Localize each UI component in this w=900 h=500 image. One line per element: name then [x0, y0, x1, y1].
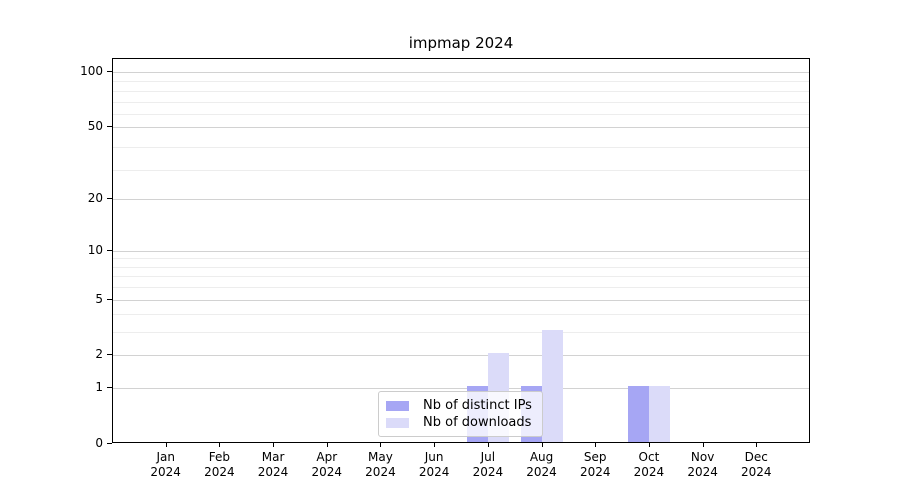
- y-tick-mark: [107, 249, 112, 251]
- x-axis-tick-label: May 2024: [365, 450, 396, 479]
- y-tick-mark: [107, 387, 112, 389]
- y-tick-mark: [107, 126, 112, 128]
- x-tick-mark: [648, 443, 650, 447]
- bar-distinct-ips-oct: [627, 386, 649, 442]
- x-tick-mark: [756, 443, 758, 447]
- major-gridline: [113, 299, 809, 301]
- minor-gridline: [113, 101, 809, 103]
- plot-area: [112, 58, 810, 443]
- minor-gridline: [113, 90, 809, 92]
- minor-gridline: [113, 314, 809, 316]
- y-tick-mark: [107, 443, 112, 444]
- x-axis-tick-label: Apr 2024: [311, 450, 343, 479]
- y-axis-tick-label: 10: [87, 242, 103, 257]
- chart-title: impmap 2024: [408, 34, 514, 52]
- legend-swatch-distinct-ips: [386, 400, 409, 411]
- x-tick-mark: [219, 443, 221, 447]
- y-tick-mark: [107, 71, 112, 72]
- major-gridline: [113, 198, 809, 200]
- y-tick-mark: [107, 298, 112, 300]
- x-axis-tick-label: Jun 2024: [418, 450, 450, 479]
- x-axis-tick-label: Mar 2024: [257, 450, 289, 479]
- minor-gridline: [113, 113, 809, 115]
- x-axis-tick-label: Jul 2024: [472, 450, 504, 479]
- minor-gridline: [113, 258, 809, 260]
- major-gridline: [113, 388, 809, 390]
- y-tick-mark: [107, 197, 112, 199]
- x-tick-mark: [165, 443, 167, 447]
- x-tick-mark: [487, 443, 489, 447]
- x-tick-mark: [380, 443, 382, 447]
- x-tick-mark: [326, 443, 328, 447]
- y-axis-tick-label: 0: [95, 436, 103, 450]
- minor-gridline: [113, 146, 809, 148]
- x-axis-tick-label: Nov 2024: [687, 450, 718, 479]
- legend-label-distinct-ips: Nb of distinct IPs: [423, 398, 532, 413]
- x-axis-tick-label: Feb 2024: [204, 450, 235, 479]
- legend-swatch-downloads: [386, 417, 409, 428]
- y-axis-tick-label: 1: [95, 380, 103, 395]
- y-axis-tick-label: 5: [95, 291, 103, 306]
- x-axis-tick-label: Sep 2024: [579, 450, 611, 479]
- minor-gridline: [113, 287, 809, 289]
- x-tick-mark: [541, 443, 543, 447]
- major-gridline: [113, 250, 809, 252]
- y-axis-tick-label: 2: [95, 347, 103, 362]
- x-axis-tick-label: Jan 2024: [150, 450, 181, 479]
- legend-label-downloads: Nb of downloads: [423, 415, 532, 430]
- bar-downloads-aug: [541, 330, 563, 442]
- x-axis-tick-label: Oct 2024: [633, 450, 665, 479]
- x-tick-mark: [273, 443, 275, 447]
- minor-gridline: [113, 169, 809, 171]
- x-axis-tick-label: Aug 2024: [526, 450, 557, 479]
- bar-downloads-oct: [648, 386, 670, 442]
- legend-item-distinct-ips: Nb of distinct IPs: [386, 397, 534, 414]
- x-tick-mark: [702, 443, 704, 447]
- y-axis-tick-label: 20: [87, 190, 103, 205]
- y-tick-mark: [107, 354, 112, 356]
- minor-gridline: [113, 81, 809, 83]
- legend: Nb of distinct IPs Nb of downloads: [378, 391, 543, 437]
- minor-gridline: [113, 276, 809, 278]
- major-gridline: [113, 355, 809, 357]
- minor-gridline: [113, 266, 809, 268]
- y-axis-tick-label: 50: [87, 119, 103, 134]
- x-tick-mark: [434, 443, 436, 447]
- x-axis-tick-label: Dec 2024: [741, 450, 772, 479]
- minor-gridline: [113, 332, 809, 334]
- legend-item-downloads: Nb of downloads: [386, 414, 534, 431]
- major-gridline: [113, 72, 809, 73]
- x-tick-mark: [595, 443, 597, 447]
- y-axis-tick-label: 100: [80, 64, 103, 78]
- major-gridline: [113, 127, 809, 129]
